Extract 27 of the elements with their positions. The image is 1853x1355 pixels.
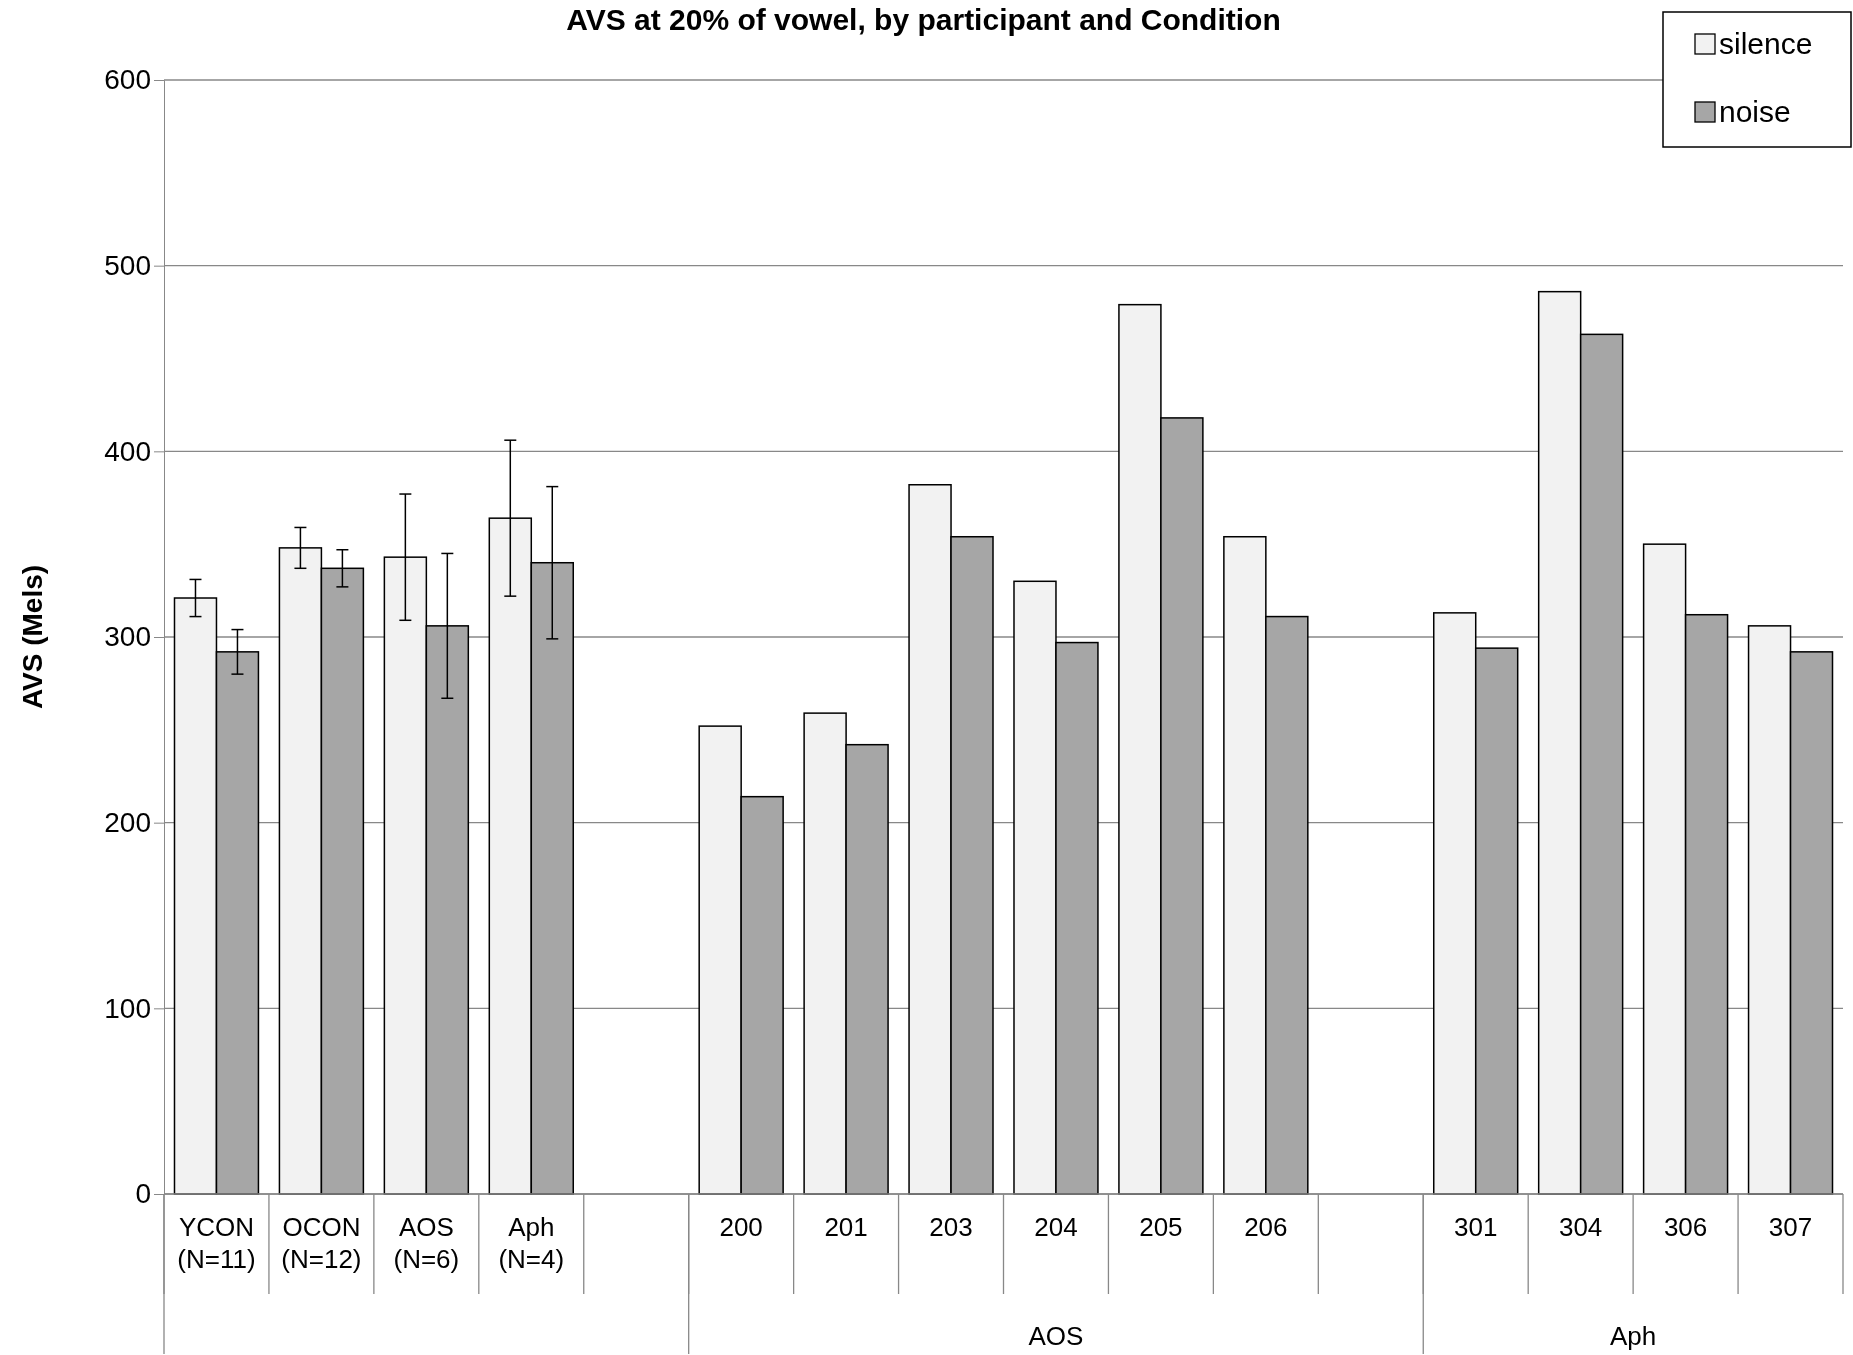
x-tick-label: 201 <box>824 1212 868 1242</box>
x-tick-label: 307 <box>1768 1212 1813 1242</box>
legend-label: silence <box>1719 27 1813 60</box>
x-tick-label: 204 <box>1034 1212 1078 1242</box>
y-tick-label: 0 <box>135 1178 151 1210</box>
legend-label: noise <box>1719 95 1791 128</box>
x-tick-label: 304 <box>1558 1212 1603 1242</box>
chart-title: AVS at 20% of vowel, by participant and Condition <box>566 3 1281 36</box>
y-tick-label: 400 <box>104 435 151 467</box>
y-tick-label: 100 <box>104 992 151 1024</box>
x-tick-label: 203 <box>929 1212 973 1242</box>
y-tick-label: 500 <box>104 250 151 282</box>
y-tick-label: 200 <box>104 807 151 839</box>
x-tick-label: 205 <box>1139 1212 1183 1242</box>
x-tick-label: Aph (N=4) <box>498 1212 565 1274</box>
text: Aph <box>1609 1321 1657 1351</box>
y-tick-label: 600 <box>104 64 151 96</box>
x-tick-label: YCON (N=11) <box>177 1212 256 1274</box>
x-tick-label: 301 <box>1454 1212 1498 1242</box>
y-tick-label: 300 <box>104 621 151 653</box>
y-axis-title: AVS (Mels) <box>17 564 48 710</box>
x-tick-label: AOS (N=6) <box>393 1212 460 1274</box>
x-tick-label: 200 <box>719 1212 763 1242</box>
x-tick-label: 306 <box>1663 1212 1708 1242</box>
text: AOS <box>1028 1321 1084 1351</box>
x-tick-label: OCON (N=12) <box>281 1212 362 1274</box>
x-tick-label: 206 <box>1244 1212 1288 1242</box>
